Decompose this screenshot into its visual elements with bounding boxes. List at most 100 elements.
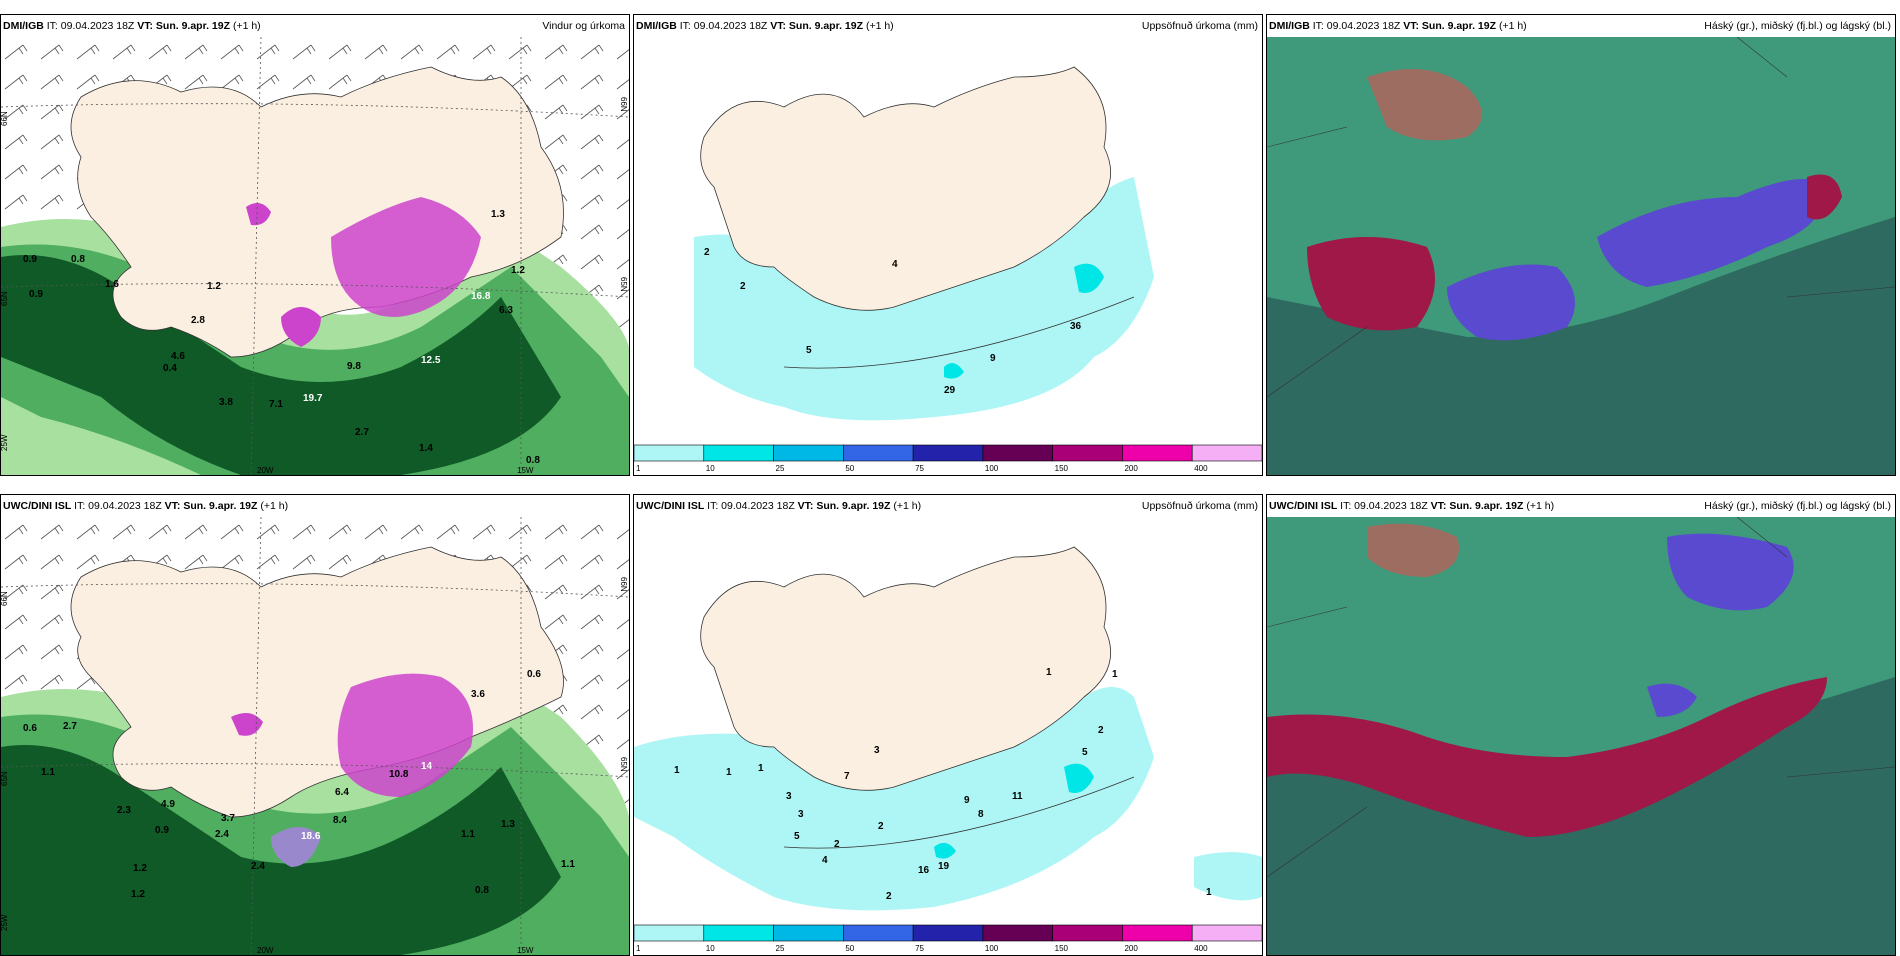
value-label: 1.3 <box>501 819 515 830</box>
colorbar-swatch <box>773 924 844 942</box>
grid-label: 65N <box>1 291 9 306</box>
value-label: 1 <box>758 763 764 774</box>
wind-precip-map: 66N 65N 25W 20W 15W 66N 65N 0.9 0.8 0.9 … <box>1 37 629 475</box>
map-canvas[interactable] <box>1267 37 1895 475</box>
map-canvas[interactable]: 2 4 5 9 29 36 2 <box>634 37 1262 443</box>
graticule <box>1 583 629 778</box>
value-label: 2 <box>886 891 892 902</box>
contour-line <box>783 296 1135 369</box>
field-name: Háský (gr.), miðský (fj.bl.) og lágský (… <box>1704 500 1891 512</box>
value-label: 2.4 <box>215 829 229 840</box>
panel-clouds-dmi[interactable]: DMI/IGB IT: 09.04.2023 18Z VT: Sun. 9.ap… <box>1266 14 1896 476</box>
model-source: DMI/IGB <box>1269 20 1310 32</box>
value-label: 2 <box>1098 725 1104 736</box>
colorbar-tick-label: 100 <box>985 944 999 953</box>
value-label: 1.1 <box>561 859 575 870</box>
panel-clouds-uwc[interactable]: UWC/DINI ISL IT: 09.04.2023 18Z VT: Sun.… <box>1266 494 1896 956</box>
precip-values: 0.6 2.7 1.1 0.9 1.2 2.3 4.9 3.7 2.4 18.6… <box>23 669 575 900</box>
map-canvas[interactable]: 66N 65N 25W 20W 15W 66N 65N 0.9 0.8 0.9 … <box>1 37 629 475</box>
grid-label: 66N <box>619 97 628 112</box>
colorbar-swatch <box>1052 924 1123 942</box>
field-name: Háský (gr.), miðský (fj.bl.) og lágský (… <box>1704 20 1891 32</box>
colorbar-swatch <box>634 924 705 942</box>
field-name: Uppsöfnuð úrkoma (mm) <box>1141 500 1258 512</box>
lead-time: (+1 h) <box>863 20 894 32</box>
colorbar-swatch <box>982 444 1053 462</box>
precip-max-cell <box>934 842 956 859</box>
panel-header: UWC/DINI ISL IT: 09.04.2023 18Z VT: Sun.… <box>634 495 1262 517</box>
precip-cell <box>231 713 263 736</box>
colorbar-swatch <box>1191 924 1262 942</box>
precip-values: 2 4 5 9 29 36 2 <box>704 247 1082 396</box>
colorbar-swatch <box>982 924 1053 942</box>
colorbar-tick-label: 200 <box>1124 944 1138 953</box>
valid-time: VT: Sun. 9.apr. 19Z <box>770 20 864 32</box>
colorbar-swatch <box>1052 444 1123 462</box>
map-canvas[interactable] <box>1267 517 1895 955</box>
map-border <box>1267 517 1895 878</box>
map-canvas[interactable]: 66N 65N 25W 20W 15W 66N 65N 0.6 2.7 1.1 … <box>1 517 629 955</box>
value-label: 3.8 <box>219 397 233 408</box>
value-label: 6.4 <box>335 787 349 798</box>
value-label: 4.9 <box>161 799 175 810</box>
value-label: 10.8 <box>389 769 409 780</box>
value-label: 0.8 <box>71 254 85 265</box>
colorbar-swatch <box>634 444 705 462</box>
value-label: 16 <box>918 865 930 876</box>
grid-label: 65N <box>1 771 9 786</box>
model-source: UWC/DINI ISL <box>636 500 705 512</box>
value-label: 7.1 <box>269 399 283 410</box>
precip-max-cell <box>944 363 964 379</box>
colorbar-swatch <box>773 444 844 462</box>
contour-line <box>783 776 1135 849</box>
cloud-high-area <box>1307 237 1435 331</box>
colorbar-tick-label: 1 <box>636 464 641 473</box>
cloud-high-area <box>1267 677 1827 837</box>
precip-area <box>1194 852 1262 901</box>
init-time: IT: 09.04.2023 18Z <box>71 500 165 512</box>
value-label: 19 <box>938 861 950 872</box>
colorbar-swatch <box>843 444 914 462</box>
lead-time: (+1 h) <box>1496 20 1527 32</box>
value-label: 2 <box>740 281 746 292</box>
colorbar-swatch <box>1191 444 1262 462</box>
value-label: 9 <box>990 353 996 364</box>
colorbar-tick-label: 25 <box>776 944 785 953</box>
value-label: 18.6 <box>301 831 321 842</box>
colorbar-tick-label: 400 <box>1194 944 1208 953</box>
value-label: 0.9 <box>29 289 43 300</box>
model-source: UWC/DINI ISL <box>1269 500 1338 512</box>
value-label: 4.6 <box>171 351 185 362</box>
wind-precip-map: 66N 65N 25W 20W 15W 66N 65N 0.6 2.7 1.1 … <box>1 517 629 955</box>
init-time: IT: 09.04.2023 18Z <box>676 20 771 32</box>
value-label: 7 <box>844 771 850 782</box>
value-label: 8 <box>978 809 984 820</box>
init-time: IT: 09.04.2023 18Z <box>704 500 798 512</box>
value-label: 19.7 <box>303 393 323 404</box>
model-source: DMI/IGB <box>636 20 677 32</box>
value-label: 0.9 <box>23 254 37 265</box>
map-canvas[interactable]: 1 1 1 3 7 3 5 2 4 16 19 11 8 9 2 1 5 1 2… <box>634 517 1262 923</box>
value-label: 1.4 <box>419 443 433 454</box>
panel-wind-precip-uwc[interactable]: UWC/DINI ISL IT: 09.04.2023 18Z VT: Sun.… <box>0 494 630 956</box>
value-label: 2 <box>834 839 840 850</box>
accum-precip-map: 1 1 1 3 7 3 5 2 4 16 19 11 8 9 2 1 5 1 2… <box>634 517 1262 923</box>
grid-label: 20W <box>257 946 274 955</box>
panel-accum-precip-uwc[interactable]: UWC/DINI ISL IT: 09.04.2023 18Z VT: Sun.… <box>633 494 1263 956</box>
cloud-cover-map <box>1267 37 1895 475</box>
colorbar-swatch <box>912 924 984 942</box>
value-label: 0.8 <box>475 885 489 896</box>
graticule <box>250 517 522 955</box>
panel-accum-precip-dmi[interactable]: DMI/IGB IT: 09.04.2023 18Z VT: Sun. 9.ap… <box>633 14 1263 476</box>
colorbar-tick-label: 400 <box>1194 464 1208 473</box>
value-label: 29 <box>944 385 956 396</box>
colorbar-tick-label: 75 <box>915 944 924 953</box>
grid-label: 65N <box>619 277 628 292</box>
lead-time: (+1 h) <box>230 20 261 32</box>
init-time: IT: 09.04.2023 18Z <box>1337 500 1431 512</box>
panel-wind-precip-dmi[interactable]: DMI/IGB IT: 09.04.2023 18Z VT: Sun. 9.ap… <box>0 14 630 476</box>
panel-header: UWC/DINI ISL IT: 09.04.2023 18Z VT: Sun.… <box>1 495 629 517</box>
init-time: IT: 09.04.2023 18Z <box>43 20 138 32</box>
graticule <box>250 37 522 475</box>
grid-label: 65N <box>619 757 628 772</box>
